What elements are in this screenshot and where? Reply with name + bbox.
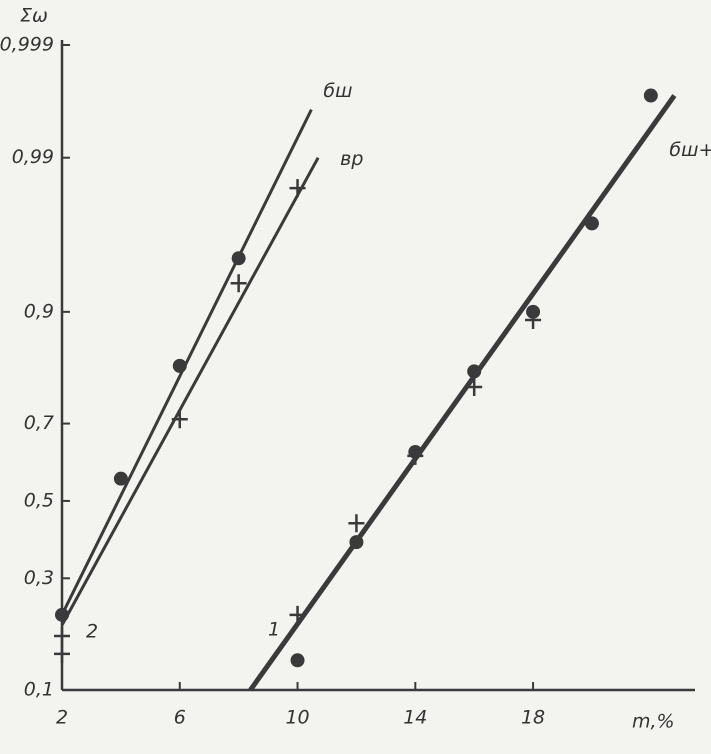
- line-label: бш+вр: [669, 139, 711, 161]
- cross-point: [289, 179, 306, 198]
- dot-point: [467, 364, 482, 379]
- cross-point: [289, 605, 306, 624]
- cross-point: [171, 410, 188, 429]
- dot-point: [55, 607, 69, 622]
- y-tick-label: 0,1: [24, 679, 54, 701]
- line-label: бш: [323, 80, 352, 102]
- y-tick-label: 0,3: [24, 567, 54, 589]
- x-tick-label: 2: [56, 707, 68, 729]
- x-tick-label: 10: [285, 707, 309, 729]
- fit-line: [60, 108, 313, 616]
- dot-point: [349, 535, 364, 550]
- cross-point: [525, 310, 542, 329]
- fit-line: [248, 94, 677, 692]
- cross-point: [466, 377, 483, 396]
- cross-point: [348, 514, 365, 533]
- dot-point: [643, 88, 658, 103]
- dot-point: [172, 358, 187, 373]
- dot-point: [584, 216, 599, 231]
- cross-point: [407, 446, 424, 465]
- y-tick-label: 0,9: [24, 300, 54, 322]
- x-axis-label: m,%: [632, 711, 675, 733]
- dot-point: [290, 653, 305, 668]
- y-axis-label: Σω: [20, 5, 48, 27]
- cross-point: [54, 644, 70, 663]
- cross-point: [230, 274, 247, 293]
- annotation: 1: [268, 619, 280, 641]
- cross-point: [54, 626, 70, 645]
- annotation: 2: [86, 621, 98, 643]
- y-tick-label: 0,99: [12, 146, 54, 168]
- y-tick-label: 0,7: [24, 412, 54, 434]
- x-tick-label: 14: [403, 707, 427, 729]
- line-label: вр: [340, 148, 363, 170]
- y-tick-label: 0,999: [0, 34, 54, 56]
- x-tick-label: 6: [174, 707, 186, 729]
- y-tick-label: 0,5: [24, 489, 54, 511]
- dot-point: [113, 471, 128, 486]
- dot-point: [231, 251, 246, 266]
- fit-line: [60, 156, 320, 626]
- x-tick-label: 18: [521, 707, 545, 729]
